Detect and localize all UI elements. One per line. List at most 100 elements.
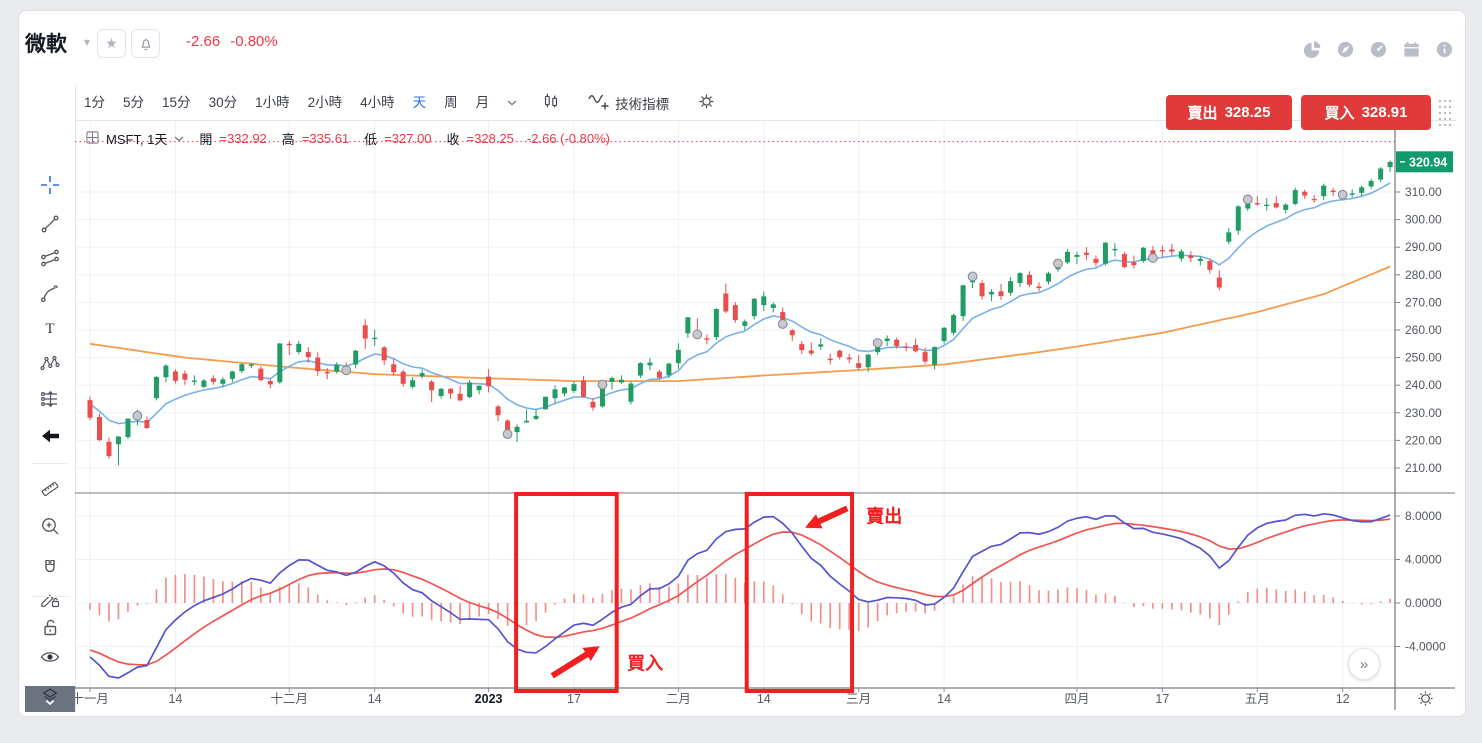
indicator-wave-icon	[587, 91, 610, 114]
svg-text:310.00: 310.00	[1405, 185, 1442, 199]
crosshair-icon	[39, 174, 61, 201]
bell-icon	[141, 38, 150, 50]
chart-canvas[interactable]: 210.00 220.00 230.00 240.00 250.00 260.00 270.…	[75, 120, 1455, 710]
drawing-toolbar: T	[25, 85, 76, 712]
tool-arrow-left[interactable]	[33, 423, 67, 453]
annotation-arrow	[805, 505, 849, 529]
tool-text[interactable]: T	[33, 315, 67, 345]
compass-icon	[1336, 40, 1355, 64]
fib-lines-icon	[39, 247, 61, 274]
tool-ruler[interactable]	[33, 476, 67, 506]
timeframe-15分[interactable]: 15分	[162, 94, 191, 110]
chart-type-button[interactable]	[526, 91, 570, 114]
sell-button[interactable]: 賣出 328.25	[1166, 95, 1292, 130]
timeframe-4小時[interactable]: 4小時	[360, 94, 395, 110]
tool-fib-lines[interactable]	[33, 245, 67, 275]
timeframe-menu-button[interactable]	[498, 95, 526, 110]
svg-text:0.0000: 0.0000	[1405, 596, 1442, 610]
tool-lock-open[interactable]	[33, 614, 67, 644]
gauge-button[interactable]	[1366, 40, 1390, 64]
symbol-caret-icon[interactable]: ▾	[84, 35, 91, 49]
svg-text:四月: 四月	[1064, 692, 1089, 706]
price-change-row: -2.66 -0.80%	[186, 33, 278, 50]
sell-price: 328.25	[1224, 104, 1271, 121]
xabcd-pattern-icon	[39, 352, 61, 379]
calendar-icon	[1402, 40, 1421, 64]
svg-text:220.00: 220.00	[1405, 433, 1442, 447]
time-axis[interactable]	[75, 688, 1395, 712]
last-price-badge: 320.94	[1396, 151, 1453, 173]
drag-dots-icon	[1438, 99, 1452, 127]
svg-text:二月: 二月	[666, 692, 691, 706]
compass-button[interactable]	[1333, 40, 1357, 64]
lock-open-icon	[39, 616, 61, 643]
layers-icon	[40, 687, 60, 712]
chevron-down-icon	[507, 95, 517, 110]
indicators-button[interactable]: 技術指標	[570, 91, 678, 114]
svg-text:8.0000: 8.0000	[1405, 509, 1442, 523]
svg-text:230.00: 230.00	[1405, 406, 1442, 420]
info-icon	[1435, 40, 1454, 64]
tool-crosshair[interactable]	[33, 172, 67, 202]
ruler-icon	[39, 478, 61, 505]
svg-text:12: 12	[1336, 692, 1350, 706]
timeframe-1小時[interactable]: 1小時	[255, 94, 290, 110]
tool-projection[interactable]	[33, 385, 67, 415]
tool-xabcd-pattern[interactable]	[33, 350, 67, 380]
legend-caret-icon[interactable]	[174, 131, 184, 146]
buy-button[interactable]: 買入 328.91	[1301, 95, 1431, 130]
timeframe-2小時[interactable]: 2小時	[307, 94, 343, 110]
tool-brush[interactable]	[33, 280, 67, 310]
svg-text:240.00: 240.00	[1405, 378, 1442, 392]
timeframe-天[interactable]: 天	[412, 94, 427, 110]
svg-text:260.00: 260.00	[1405, 323, 1442, 337]
sidebar-separator	[32, 463, 68, 464]
trade-panel-drag-handle[interactable]	[1437, 97, 1452, 132]
sun-icon	[1417, 690, 1433, 706]
candles-icon	[541, 91, 561, 114]
tool-magnet[interactable]	[33, 555, 67, 585]
svg-text:210.00: 210.00	[1405, 461, 1442, 475]
timeframe-1分[interactable]: 1分	[84, 94, 106, 110]
calendar-button[interactable]	[1399, 40, 1423, 64]
pane-resize-handle[interactable]	[75, 490, 1395, 496]
alert-bell-button[interactable]	[131, 29, 160, 58]
star-icon: ★	[105, 35, 118, 51]
tool-zoom-in[interactable]	[33, 513, 67, 543]
watchlist-star-button[interactable]: ★	[97, 29, 126, 58]
object-tree-button[interactable]	[25, 686, 75, 712]
pie-chart-button[interactable]	[1300, 40, 1324, 64]
tool-draw-lock[interactable]	[33, 586, 67, 616]
arrow-left-icon	[39, 425, 61, 452]
gear-icon	[697, 92, 716, 114]
svg-text:T: T	[45, 321, 54, 337]
legend-grid-icon	[86, 130, 99, 147]
brush-icon	[39, 282, 61, 309]
ma-fast-line	[89, 182, 1391, 425]
pie-chart-icon	[1303, 40, 1322, 64]
macd-line	[89, 512, 1391, 679]
magnet-icon	[39, 557, 61, 584]
svg-text:270.00: 270.00	[1405, 295, 1442, 309]
projection-icon	[39, 387, 61, 414]
macd-signal-line	[89, 518, 1391, 666]
timeframe-月[interactable]: 月	[475, 94, 490, 110]
chart-settings-button[interactable]	[678, 92, 725, 114]
annotation-layer: 買入 賣出	[514, 492, 902, 693]
price-axis[interactable]	[1395, 140, 1455, 688]
timeframe-30分[interactable]: 30分	[208, 94, 238, 110]
tool-trend-line[interactable]	[33, 211, 67, 241]
header-icon-row	[1300, 40, 1456, 64]
trend-line-icon	[39, 213, 61, 240]
annotation-box	[744, 492, 855, 693]
tool-eye[interactable]	[33, 644, 67, 674]
timeframe-5分[interactable]: 5分	[123, 94, 145, 110]
info-button[interactable]	[1432, 40, 1456, 64]
chart-legend: MSFT, 1天 開 =332.92 高 =335.61 低 =327.00 收 =328.25…	[86, 129, 610, 148]
eye-icon	[39, 646, 61, 673]
time-axis-settings-button[interactable]	[1413, 686, 1437, 710]
grid-layer	[75, 120, 1395, 688]
timeframe-周[interactable]: 周	[444, 94, 458, 110]
expand-pane-button[interactable]: »	[1348, 648, 1380, 680]
svg-text:五月: 五月	[1245, 692, 1270, 706]
